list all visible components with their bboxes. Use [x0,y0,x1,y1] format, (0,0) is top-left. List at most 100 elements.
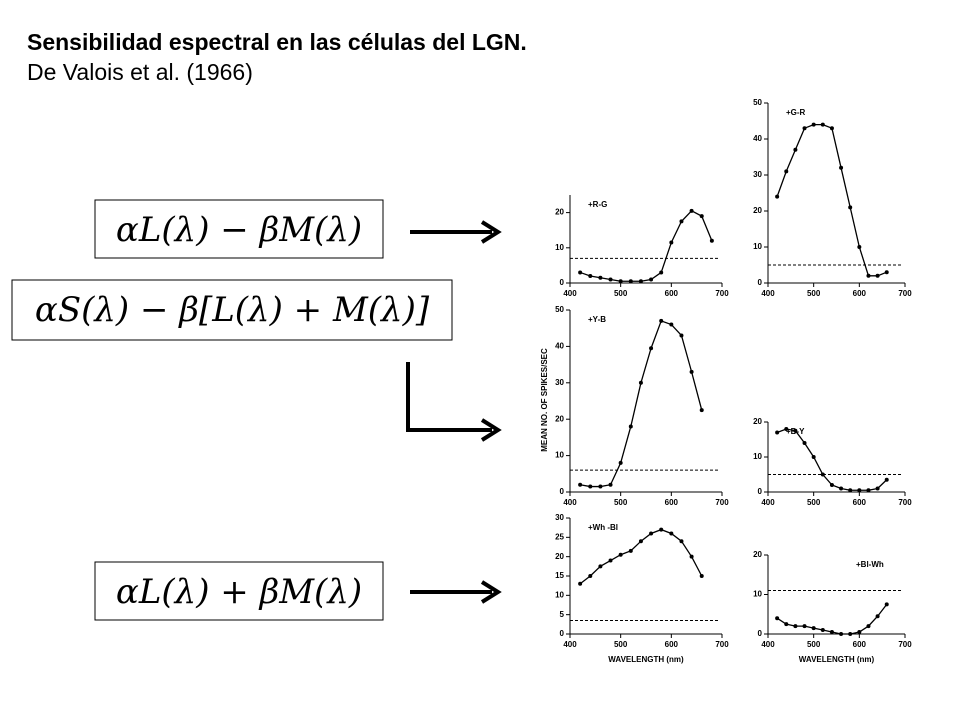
data-point [588,484,593,489]
data-point [638,279,643,284]
annotation: +Bl-Wh [856,560,884,569]
response-curve [776,123,887,277]
data-point [659,527,664,532]
data-point [839,632,844,636]
x-tick-label: 600 [665,498,679,507]
data-point [669,531,674,536]
x-axis-label: WAVELENGTH (nm) [799,655,875,664]
data-point [857,488,862,493]
data-point [638,539,643,544]
data-point [802,624,807,629]
data-point [699,214,704,219]
y-tick-label: 10 [555,590,564,599]
data-point [848,632,853,636]
data-point [649,346,654,351]
y-tick-label: 10 [753,452,762,461]
data-point [649,277,654,282]
x-tick-label: 500 [807,498,821,507]
y-tick-label: 30 [555,513,564,522]
data-point [689,208,694,213]
data-point [709,238,714,243]
y-tick-label: 0 [560,629,565,638]
y-tick-label: 50 [555,305,564,314]
y-tick-label: 20 [753,206,762,215]
x-tick-label: 400 [563,498,577,507]
x-tick-label: 400 [563,289,577,298]
data-point [866,624,871,629]
data-point [820,628,825,633]
data-point [811,626,816,631]
data-point [608,482,613,487]
data-point [866,488,871,493]
response-curve [579,528,703,585]
y-tick-label: 0 [758,278,763,287]
y-tick-label: 20 [753,550,762,559]
x-axis-label: WAVELENGTH (nm) [608,655,684,664]
y-tick-label: 10 [555,243,564,252]
x-tick-label: 400 [761,640,775,649]
data-point [608,558,613,563]
x-tick-label: 700 [898,498,912,507]
x-tick-label: 700 [715,640,729,649]
data-point [638,380,643,385]
data-point [578,581,583,586]
x-tick-label: 700 [715,289,729,298]
data-point [689,554,694,559]
y-tick-label: 10 [555,451,564,460]
data-point [598,275,603,280]
x-tick-label: 700 [898,289,912,298]
y-tick-label: 30 [753,170,762,179]
data-point [875,273,880,278]
data-point [588,574,593,578]
data-point [679,219,684,224]
data-point [802,441,807,445]
data-point [866,273,871,278]
response-curve [579,210,713,282]
x-tick-label: 500 [614,640,628,649]
annotation: +G-R [786,108,806,117]
data-point [820,472,825,477]
y-tick-label: 0 [758,487,763,496]
data-point [884,477,889,482]
formula: αL(λ) + βM(λ) [116,572,362,612]
y-tick-label: 0 [560,278,565,287]
formula-box [11,279,453,341]
data-point [875,614,880,619]
data-point [689,369,694,374]
data-point [628,548,633,553]
y-tick-label: 15 [555,571,564,580]
data-point [793,147,798,152]
data-point [679,539,684,544]
y-axis-label: MEAN NO. OF SPIKES/SEC [540,348,549,452]
data-point [884,602,889,607]
data-point [848,488,853,493]
y-tick-label: 5 [560,610,565,619]
y-tick-label: 40 [753,134,762,143]
data-point [784,622,789,627]
data-point [669,322,674,327]
data-point [793,624,798,629]
annotation: +R-G [588,200,607,209]
y-tick-label: 40 [555,342,564,351]
data-point [659,270,664,275]
arrows [406,220,502,604]
x-tick-label: 700 [898,640,912,649]
annotation: +Wh -Bl [588,523,618,532]
response-curve [776,603,888,635]
data-point [699,408,704,413]
data-point [811,455,816,459]
data-point [857,245,862,249]
data-point [608,277,613,282]
data-point [784,427,789,431]
x-tick-label: 600 [665,640,679,649]
data-point [669,240,674,245]
data-point [857,630,862,635]
y-tick-label: 10 [753,590,762,599]
data-point [839,165,844,170]
y-tick-label: 20 [753,417,762,426]
data-point [848,205,853,210]
data-point [829,126,834,131]
y-tick-label: 10 [753,242,762,251]
